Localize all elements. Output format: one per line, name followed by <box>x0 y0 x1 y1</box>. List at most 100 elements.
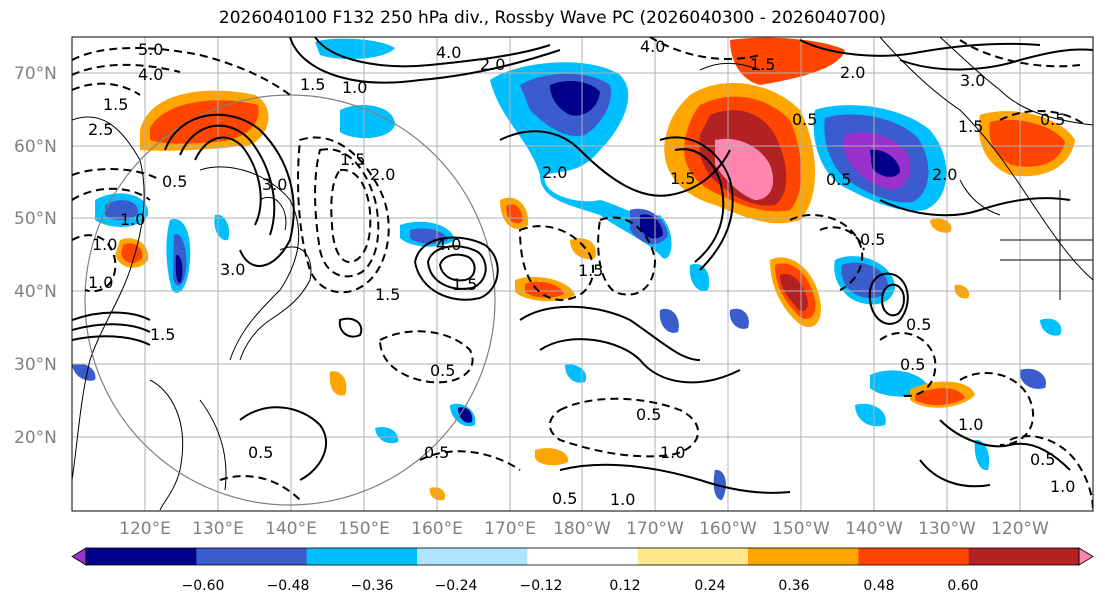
colorbar-tick: 0.24 <box>694 578 725 594</box>
contour-label: 0.5 <box>1040 110 1065 129</box>
lon-label: 180°W <box>553 519 611 539</box>
colorbar-segment <box>86 548 197 565</box>
lon-label: 160°W <box>699 519 757 539</box>
contour-label: 0.5 <box>424 443 449 462</box>
lat-label: 50°N <box>14 209 57 229</box>
colorbar-segment <box>527 548 639 565</box>
colorbar-segment <box>306 548 418 565</box>
contour-label: 3.0 <box>262 175 287 194</box>
contour-label: 0.5 <box>1030 450 1055 469</box>
lon-label: 150°E <box>338 519 390 539</box>
contour-labels: 5.0 4.0 2.5 1.5 1.0 0.5 1.0 2.0 4.0 3.0 … <box>88 37 1075 509</box>
contour-label: 2.5 <box>88 120 113 139</box>
contour-label: 1.5 <box>750 55 775 74</box>
contour-label: 0.5 <box>860 230 885 249</box>
lat-label: 20°N <box>14 428 57 448</box>
contour-label: 1.0 <box>120 210 145 229</box>
contour-label: 1.5 <box>578 261 603 280</box>
lat-label: 40°N <box>14 282 57 302</box>
colorbar-frame <box>85 547 1080 566</box>
contour-label: 4.0 <box>436 43 461 62</box>
radius-circle <box>84 94 496 506</box>
contour-label: 2.0 <box>932 165 957 184</box>
colorbar-tick: −0.36 <box>351 578 394 594</box>
contour-label: 0.5 <box>792 110 817 129</box>
contour-label: 4.0 <box>640 37 665 56</box>
colorbar-tick: −0.60 <box>182 578 225 594</box>
contour-label: 0.5 <box>826 170 851 189</box>
colorbar-segments <box>71 547 1094 566</box>
lon-label: 130°W <box>918 519 976 539</box>
contour-label: 0.5 <box>162 172 187 191</box>
colorbar-tick: 0.60 <box>947 578 978 594</box>
lon-axis: 120°E 130°E 140°E 150°E 160°E 170°E 180°… <box>119 519 1049 539</box>
contour-label: 1.0 <box>92 235 117 254</box>
contour-label: 1.0 <box>660 443 685 462</box>
colorbar-segment <box>417 548 528 565</box>
lat-label: 60°N <box>14 137 57 157</box>
contour-label: 0.5 <box>552 489 577 508</box>
colorbar-tick: 0.48 <box>863 578 894 594</box>
dashed-contours <box>72 37 1093 511</box>
contour-label: 1.0 <box>88 273 113 292</box>
colorbar-extend-max <box>1078 547 1094 566</box>
contour-label: 1.5 <box>103 95 128 114</box>
contour-label: 1.5 <box>958 117 983 136</box>
colorbar-segment <box>637 548 749 565</box>
map-title: 2026040100 F132 250 hPa div., Rossby Wav… <box>218 8 887 28</box>
plot-frame <box>71 36 1094 512</box>
lat-axis: 70°N 60°N 50°N 40°N 30°N 20°N <box>14 64 57 448</box>
contour-label: 2.0 <box>840 63 865 82</box>
contour-label: 1.0 <box>610 490 635 509</box>
contour-label: 3.0 <box>220 260 245 279</box>
lat-label: 70°N <box>14 64 57 84</box>
lon-label: 140°E <box>265 519 317 539</box>
colorbar-segment <box>858 548 970 565</box>
shading-layer <box>72 37 1075 501</box>
contour-label: 0.5 <box>906 315 931 334</box>
colorbar-tick: −0.12 <box>520 578 563 594</box>
contour-label: 4.0 <box>436 235 461 254</box>
contour-label: 1.5 <box>150 325 175 344</box>
lon-label: 120°E <box>119 519 171 539</box>
colorbar-tick: −0.24 <box>435 578 478 594</box>
map-layers: 5.0 4.0 2.5 1.5 1.0 0.5 1.0 2.0 4.0 3.0 … <box>72 37 1093 511</box>
contour-label: 2.0 <box>370 165 395 184</box>
colorbar-extend-min <box>71 547 87 566</box>
contour-label: 2.0 <box>480 55 505 74</box>
lon-label: 170°E <box>484 519 536 539</box>
contour-label: 5.0 <box>138 40 163 59</box>
contour-label: 1.5 <box>452 275 477 294</box>
coastlines <box>72 37 1093 511</box>
lon-label: 140°W <box>845 519 903 539</box>
lon-label: 160°E <box>411 519 463 539</box>
contour-label: 1.5 <box>670 169 695 188</box>
contour-label: 0.5 <box>248 443 273 462</box>
colorbar-tick: 0.12 <box>609 578 640 594</box>
contour-label: 4.0 <box>138 65 163 84</box>
solid-contours <box>72 37 1093 494</box>
contour-label: 0.5 <box>900 355 925 374</box>
contour-label: 1.5 <box>375 285 400 304</box>
lon-label: 170°W <box>626 519 684 539</box>
contour-label: 3.0 <box>960 71 985 90</box>
colorbar-tick: −0.48 <box>267 578 310 594</box>
colorbar-ticks: −0.60 −0.48 −0.36 −0.24 −0.12 0.12 0.24 … <box>182 578 979 594</box>
colorbar-tick: 0.36 <box>778 578 809 594</box>
colorbar: −0.60 −0.48 −0.36 −0.24 −0.12 0.12 0.24 … <box>71 547 1094 594</box>
lon-label: 130°E <box>192 519 244 539</box>
lon-label: 150°W <box>772 519 830 539</box>
contour-label: 1.5 <box>340 150 365 169</box>
contour-label: 0.5 <box>430 361 455 380</box>
lat-label: 30°N <box>14 355 57 375</box>
lon-label: 120°W <box>991 519 1049 539</box>
colorbar-segment <box>968 548 1080 565</box>
contour-label: 1.0 <box>958 415 983 434</box>
colorbar-segment <box>748 548 859 565</box>
contour-label: 1.5 <box>300 75 325 94</box>
contour-label: 2.0 <box>542 163 567 182</box>
contour-label: 1.0 <box>342 78 367 97</box>
contour-label: 1.0 <box>1050 477 1075 496</box>
colorbar-segment <box>196 548 308 565</box>
